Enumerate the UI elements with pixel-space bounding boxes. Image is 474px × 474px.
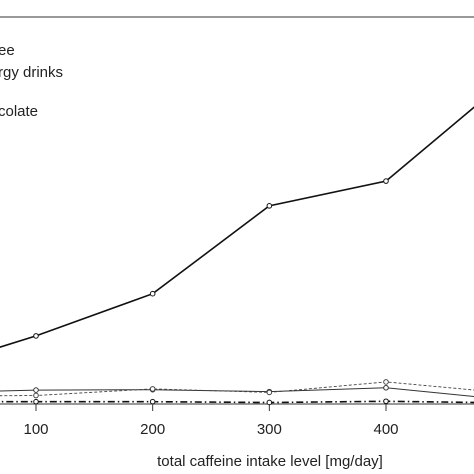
data-point xyxy=(383,398,389,405)
legend-entry: rgy drinks xyxy=(0,64,63,81)
series-line xyxy=(0,381,474,397)
x-tick-label: 100 xyxy=(23,421,48,438)
series-1 xyxy=(0,106,474,348)
data-point xyxy=(266,389,273,396)
x-axis-ticks: 100 200 300 400 xyxy=(23,404,399,438)
plot-frame xyxy=(0,16,474,405)
legend: ee rgy drinks colate xyxy=(0,42,63,120)
data-point xyxy=(33,333,39,339)
series-line xyxy=(0,400,474,404)
x-tick-label: 200 xyxy=(140,421,165,438)
data-point xyxy=(33,387,39,393)
x-tick-label: 400 xyxy=(373,421,398,438)
data-point xyxy=(383,178,389,184)
data-point xyxy=(149,386,156,392)
legend-entry: ee xyxy=(0,42,15,59)
data-point xyxy=(33,392,39,399)
series-line xyxy=(0,106,474,348)
data-point xyxy=(149,290,156,297)
x-axis-label: total caffeine intake level [mg/day] xyxy=(157,453,383,470)
data-point xyxy=(266,203,273,209)
data-point xyxy=(383,384,389,391)
data-point xyxy=(383,379,389,385)
data-point xyxy=(33,398,39,405)
series-4 xyxy=(0,398,474,406)
x-tick-label: 300 xyxy=(257,421,282,438)
data-point xyxy=(149,398,156,405)
series-line xyxy=(0,387,474,397)
legend-entry: colate xyxy=(0,103,38,120)
series-3 xyxy=(0,379,474,399)
series-layer xyxy=(0,106,474,406)
